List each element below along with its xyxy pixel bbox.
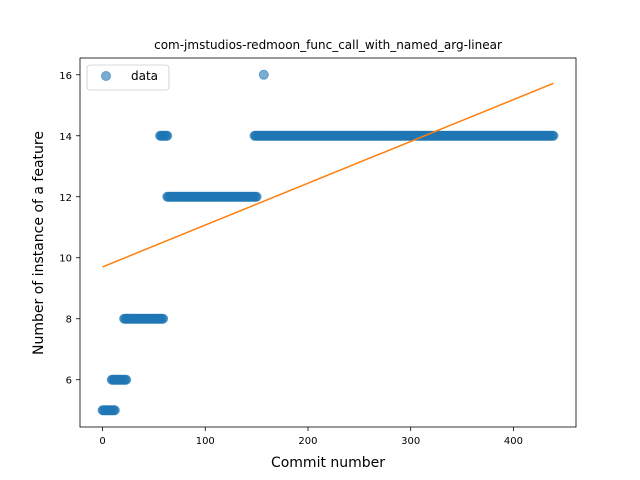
x-tick-label: 300 bbox=[401, 436, 420, 447]
x-tick-label: 400 bbox=[504, 436, 523, 447]
y-tick-label: 8 bbox=[66, 315, 72, 326]
legend: data bbox=[86, 64, 170, 91]
x-tick-label: 100 bbox=[196, 436, 215, 447]
plot-frame bbox=[79, 57, 577, 428]
x-axis: 0 100 200 300 400 bbox=[99, 427, 523, 447]
data-point bbox=[548, 130, 559, 141]
x-tick-label: 200 bbox=[298, 436, 317, 447]
legend-marker bbox=[101, 71, 111, 81]
plot-marks bbox=[97, 69, 559, 416]
legend-label-data: data bbox=[131, 69, 158, 83]
x-tick-label: 0 bbox=[99, 436, 105, 447]
y-tick-label: 14 bbox=[59, 132, 72, 143]
data-point bbox=[121, 374, 132, 385]
y-tick-label: 12 bbox=[59, 193, 72, 204]
data-point bbox=[109, 405, 120, 416]
y-tick-label: 16 bbox=[59, 71, 72, 82]
data-point bbox=[251, 191, 262, 202]
data-point bbox=[258, 69, 269, 80]
y-tick-label: 6 bbox=[66, 376, 72, 387]
data-point bbox=[162, 130, 173, 141]
x-axis-label: Commit number bbox=[271, 455, 385, 471]
y-tick-label: 10 bbox=[59, 254, 72, 265]
data-point bbox=[158, 313, 169, 324]
fit-line bbox=[102, 82, 554, 268]
y-axis-label: Number of instance of a feature bbox=[31, 131, 47, 355]
y-axis: 6 8 10 12 14 16 bbox=[59, 71, 80, 387]
chart-title: com-jmstudios-redmoon_func_call_with_nam… bbox=[154, 38, 502, 52]
